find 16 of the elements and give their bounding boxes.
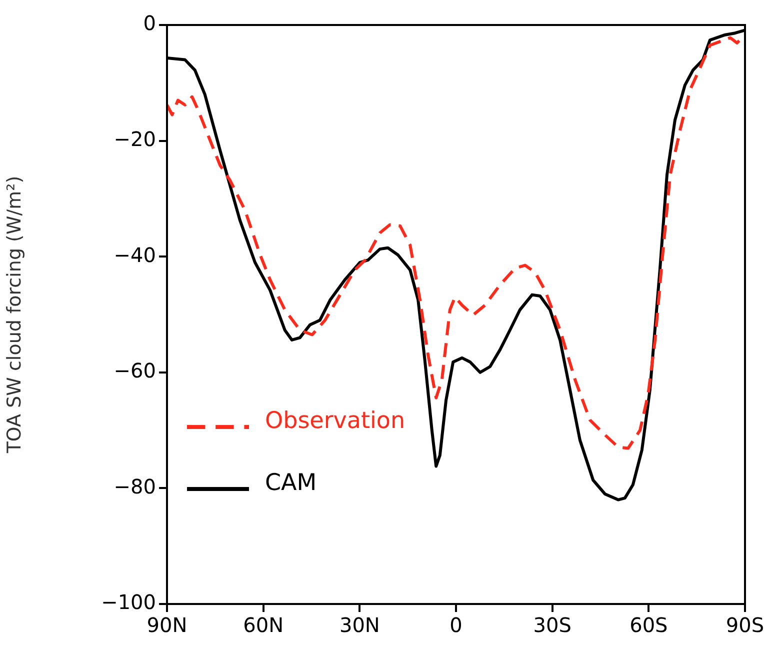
y-tick-label: −60 [114,358,156,383]
y-tick-label: −100 [101,590,156,614]
legend-label: Observation [265,408,406,434]
x-tick-label: 90S [726,613,764,638]
y-tick-label: −80 [114,474,156,498]
x-tick-label: 30S [533,613,572,638]
x-tick-label: 60N [243,613,284,638]
y-tick-label: −20 [114,127,156,152]
y-tick-label: 0 [143,11,156,36]
y-tick-label: −40 [114,242,156,267]
x-tick-label: 0 [450,613,462,638]
x-tick-label: 90N [146,613,188,638]
x-tick-label: 30N [339,613,380,638]
legend-label: CAM [265,470,317,496]
y-axis-title: TOA SW cloud forcing (W/m²) [3,176,26,454]
x-tick-label: 60S [630,613,668,638]
